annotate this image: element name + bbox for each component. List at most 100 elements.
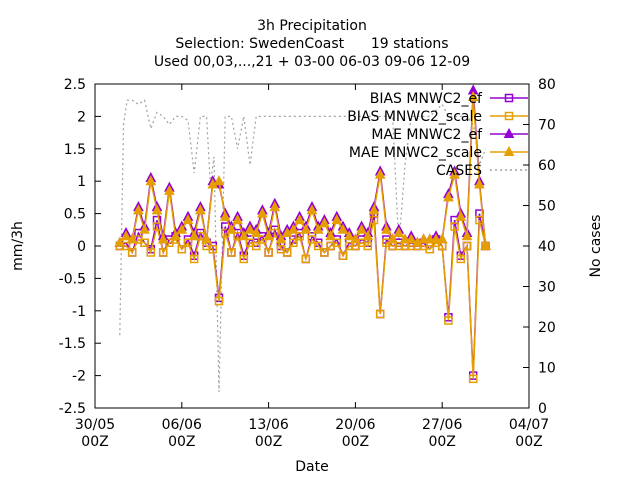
data-point-mae-mnwc2-scale xyxy=(480,239,491,250)
data-point-mae-mnwc2-scale xyxy=(362,230,374,241)
data-point-mae-mnwc2-scale xyxy=(294,214,305,225)
data-point-bias-mnwc2-scale xyxy=(332,238,342,248)
data-point-mae-mnwc2-scale xyxy=(300,223,312,234)
legend-label-bias-mnwc2-scale: BIAS MNWC2_scale xyxy=(347,109,482,125)
data-point-mae-mnwc2-scale xyxy=(467,90,479,101)
data-point-mae-mnwc2-scale xyxy=(288,223,299,234)
x-tick-label-hour: 00Z xyxy=(342,434,369,450)
data-point-bias-mnwc2-scale xyxy=(183,238,193,248)
data-point-mae-mnwc2-scale xyxy=(126,233,138,244)
data-point-bias-mnwc2-scale xyxy=(214,296,224,306)
data-point-bias-mnwc2-scale xyxy=(127,248,137,257)
data-point-bias-mnwc2-scale xyxy=(289,238,298,248)
data-point-mae-mnwc2-scale xyxy=(250,226,262,238)
data-point-mae-mnwc2-scale xyxy=(176,223,188,234)
data-point-mae-mnwc2-scale xyxy=(275,233,287,244)
chart-title-line-3: Used 00,03,...,21 + 03-00 06-03 09-06 12… xyxy=(154,54,470,70)
data-point-bias-mnwc2-scale xyxy=(444,316,453,325)
y-tick-label: 0 xyxy=(77,239,86,255)
y-tick-label: 2 xyxy=(77,109,86,125)
data-point-bias-mnwc2-scale xyxy=(462,241,472,251)
data-point-mae-mnwc2-scale xyxy=(151,204,163,215)
x-axis-label: Date xyxy=(295,459,328,475)
data-point-mae-mnwc2-scale xyxy=(257,207,268,218)
data-point-mae-mnwc2-scale xyxy=(120,230,132,241)
data-point-mae-mnwc2-scale xyxy=(201,233,212,244)
y2-tick-label: 40 xyxy=(538,239,556,255)
y2-tick-label: 80 xyxy=(538,77,556,93)
data-point-mae-mnwc2-scale xyxy=(244,223,256,234)
data-point-mae-mnwc2-scale xyxy=(133,204,144,215)
data-point-mae-mnwc2-scale xyxy=(232,214,243,225)
data-point-mae-mnwc2-scale xyxy=(319,217,330,228)
data-point-mae-mnwc2-scale xyxy=(387,233,398,244)
data-point-mae-mnwc2-scale xyxy=(157,233,169,244)
y2-tick-label: 30 xyxy=(538,280,556,296)
data-point-bias-mnwc2-scale xyxy=(313,241,323,251)
data-point-mae-mnwc2-scale xyxy=(418,233,429,244)
data-point-mae-mnwc2-scale xyxy=(312,223,324,234)
data-point-mae-mnwc2-scale xyxy=(443,191,454,202)
data-point-bias-mnwc2-scale xyxy=(158,248,168,257)
series-line-bias-mnwc2-scale xyxy=(119,219,487,379)
x-tick-label: 06/06 xyxy=(162,417,202,433)
legend: BIAS MNWC2_ef BIAS MNWC2_scale MAE MNWC2_e… xyxy=(347,91,528,179)
y2-tick-label: 70 xyxy=(538,118,556,134)
chart-title: 3h Precipitation Selection: SwedenCoast … xyxy=(154,18,470,70)
data-point-bias-mnwc2-scale xyxy=(468,374,478,384)
data-point-mae-mnwc2-scale xyxy=(164,184,175,195)
data-point-mae-mnwc2-scale xyxy=(356,223,367,234)
y2-axis-ticks: 0 10 20 30 40 50 60 70 80 xyxy=(523,77,556,417)
data-point-mae-mnwc2-scale xyxy=(219,210,231,221)
data-point-bias-mnwc2-scale xyxy=(456,254,466,264)
series-cases xyxy=(119,99,487,392)
data-point-mae-mnwc2-scale xyxy=(368,204,380,215)
data-point-bias-mnwc2-scale xyxy=(227,248,236,257)
y2-tick-label: 60 xyxy=(538,158,556,174)
y-tick-label: -1.5 xyxy=(59,336,86,352)
legend-marker-bias-mnwc2-ef xyxy=(504,93,514,103)
series-mae-mnwc2-scale xyxy=(114,90,491,250)
data-point-bias-mnwc2-scale xyxy=(363,241,373,251)
data-point-bias-mnwc2-scale xyxy=(239,254,249,264)
data-point-mae-mnwc2-scale xyxy=(430,233,442,244)
y-tick-label: 0.5 xyxy=(64,207,86,223)
data-point-mae-mnwc2-scale xyxy=(436,233,448,244)
data-point-mae-mnwc2-scale xyxy=(213,175,225,186)
data-point-mae-mnwc2-scale xyxy=(170,230,181,241)
data-point-bias-mnwc2-scale xyxy=(177,244,187,254)
y2-tick-label: 10 xyxy=(538,361,556,377)
data-point-mae-mnwc2-scale xyxy=(455,210,467,221)
data-point-mae-mnwc2-scale xyxy=(393,226,405,238)
y-tick-label: 1.5 xyxy=(64,142,86,158)
data-point-mae-mnwc2-scale xyxy=(399,233,411,244)
data-point-mae-mnwc2-scale xyxy=(145,175,157,186)
data-point-mae-mnwc2-scale xyxy=(139,223,150,234)
data-point-bias-mnwc2-scale xyxy=(208,244,218,254)
y2-axis-label: No cases xyxy=(588,215,604,278)
data-point-bias-mnwc2-scale xyxy=(450,222,459,231)
data-point-bias-mnwc2-scale xyxy=(295,232,304,241)
data-point-bias-mnwc2-scale xyxy=(146,248,156,257)
x-tick-label-hour: 00Z xyxy=(81,434,108,450)
x-tick-label: 04/07 xyxy=(509,417,549,433)
data-point-bias-mnwc2-scale xyxy=(307,235,317,244)
data-point-mae-mnwc2-scale xyxy=(182,214,194,225)
data-point-mae-mnwc2-scale xyxy=(226,223,237,234)
series-line-cases xyxy=(119,99,487,392)
data-point-mae-mnwc2-scale xyxy=(325,230,336,241)
y2-tick-label: 50 xyxy=(538,199,556,215)
legend-label-mae-mnwc2-scale: MAE MNWC2_scale xyxy=(349,145,482,161)
data-point-mae-mnwc2-scale xyxy=(238,230,250,241)
data-point-bias-mnwc2-scale xyxy=(251,241,261,251)
x-tick-label: 20/06 xyxy=(335,417,375,433)
y2-tick-label: 0 xyxy=(538,401,547,417)
data-point-bias-mnwc2-scale xyxy=(425,244,435,254)
data-point-mae-mnwc2-scale xyxy=(188,230,200,241)
data-point-mae-mnwc2-scale xyxy=(405,233,417,244)
legend-marker-mae-mnwc2-scale xyxy=(503,145,515,156)
data-point-bias-mnwc2-scale xyxy=(189,254,199,264)
y-tick-label: -2.5 xyxy=(59,401,86,417)
y-tick-label: 2.5 xyxy=(64,77,86,93)
